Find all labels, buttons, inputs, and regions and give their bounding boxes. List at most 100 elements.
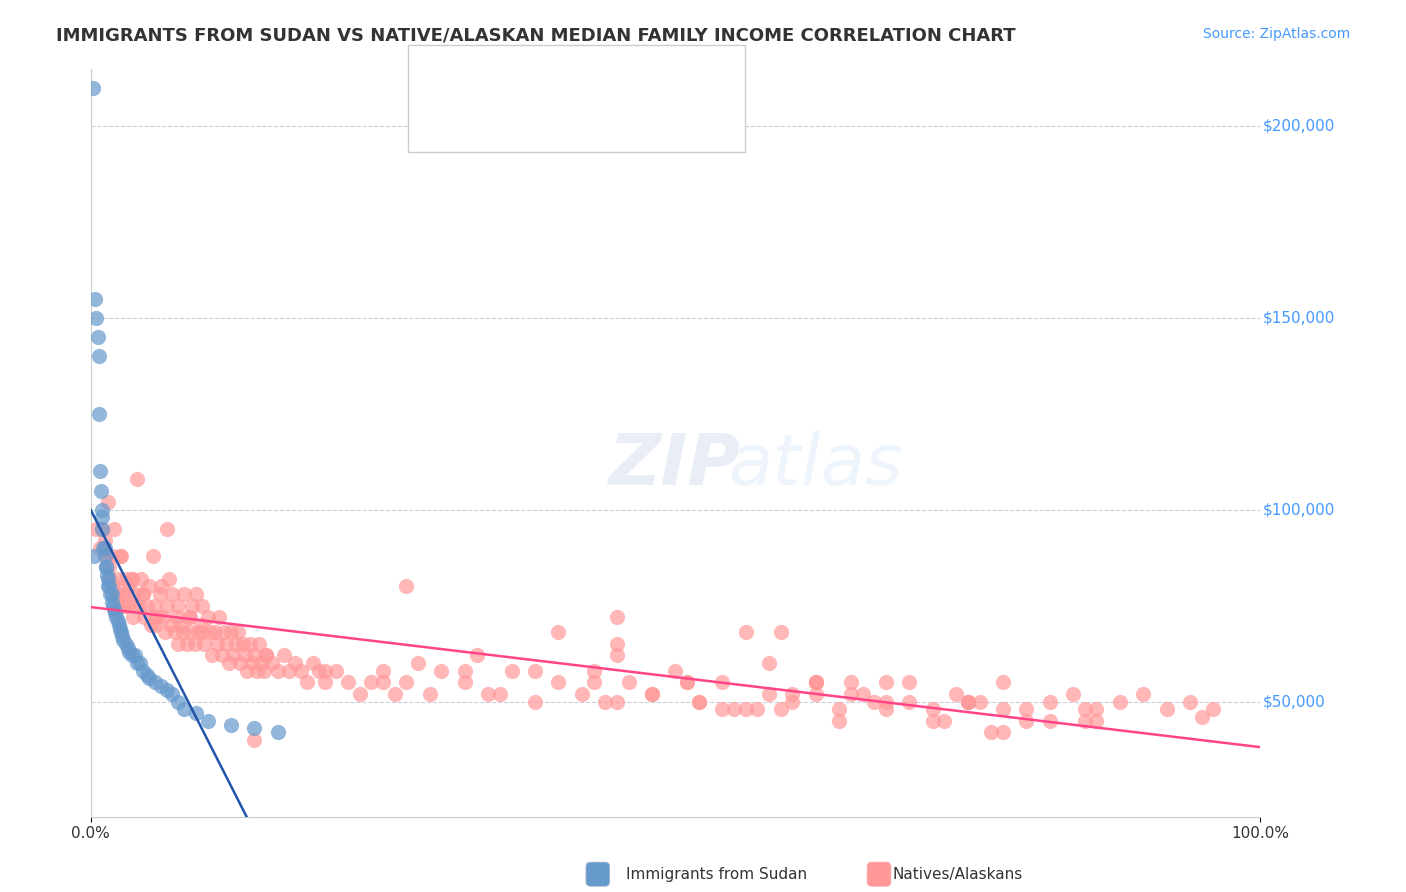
Point	[1039, 694, 1062, 708]
Point	[114, 572, 136, 586]
Point	[295, 675, 318, 690]
Text: Source: ZipAtlas.com: Source: ZipAtlas.com	[1202, 27, 1350, 41]
Point	[115, 587, 138, 601]
Text: Natives/Alaskans: Natives/Alaskans	[893, 867, 1024, 881]
Point	[104, 607, 127, 621]
Point	[395, 675, 418, 690]
Point	[142, 549, 165, 563]
Point	[107, 614, 129, 628]
Point	[349, 687, 371, 701]
Point	[1062, 687, 1084, 701]
Point	[117, 599, 139, 613]
Point	[107, 572, 129, 586]
Point	[734, 702, 756, 716]
Text: $100,000: $100,000	[1263, 502, 1334, 517]
Point	[302, 656, 325, 670]
Point	[336, 675, 359, 690]
Point	[183, 637, 205, 651]
Point	[101, 599, 124, 613]
Point	[1202, 702, 1225, 716]
Point	[898, 675, 921, 690]
Point	[179, 610, 201, 624]
Point	[193, 637, 215, 651]
Point	[124, 648, 146, 663]
Point	[524, 664, 547, 678]
Point	[980, 725, 1002, 739]
Point	[804, 675, 827, 690]
Point	[156, 522, 179, 536]
Point	[211, 648, 233, 663]
Point	[135, 667, 157, 681]
Point	[84, 292, 107, 306]
Point	[314, 664, 336, 678]
Point	[219, 717, 242, 731]
Point	[132, 587, 155, 601]
Point	[149, 579, 172, 593]
Point	[606, 694, 628, 708]
Point	[758, 656, 780, 670]
Point	[688, 694, 710, 708]
Point	[828, 702, 851, 716]
Point	[160, 617, 183, 632]
Point	[875, 675, 897, 690]
Point	[105, 587, 128, 601]
Point	[167, 599, 190, 613]
Point	[233, 648, 256, 663]
Point	[839, 687, 862, 701]
Point	[129, 572, 152, 586]
Text: R = -0.573   N = 199: R = -0.573 N = 199	[464, 111, 624, 125]
Point	[956, 694, 979, 708]
Point	[267, 664, 290, 678]
Point	[101, 579, 124, 593]
Point	[593, 694, 616, 708]
Text: R = -0.396   N =  55: R = -0.396 N = 55	[464, 70, 619, 85]
Point	[314, 675, 336, 690]
Text: $150,000: $150,000	[1263, 310, 1334, 326]
Point	[190, 617, 212, 632]
Point	[839, 675, 862, 690]
Point	[100, 595, 122, 609]
Point	[167, 637, 190, 651]
Point	[143, 599, 166, 613]
Point	[94, 560, 117, 574]
Text: atlas: atlas	[728, 431, 903, 500]
Point	[371, 664, 394, 678]
Point	[606, 637, 628, 651]
Point	[875, 702, 897, 716]
Point	[138, 672, 160, 686]
Point	[921, 714, 943, 728]
Text: ZIP: ZIP	[609, 431, 741, 500]
Point	[112, 599, 135, 613]
Point	[676, 675, 699, 690]
Point	[162, 587, 184, 601]
Point	[87, 407, 110, 421]
Point	[804, 675, 827, 690]
Point	[100, 572, 122, 586]
Point	[205, 637, 228, 651]
Point	[121, 572, 143, 586]
Point	[430, 664, 453, 678]
Point	[127, 472, 149, 486]
Point	[111, 629, 134, 643]
Point	[118, 645, 141, 659]
Point	[110, 625, 132, 640]
Point	[179, 625, 201, 640]
Point	[782, 687, 804, 701]
Point	[190, 599, 212, 613]
Point	[406, 656, 429, 670]
Point	[124, 587, 146, 601]
Point	[108, 549, 131, 563]
Point	[465, 648, 488, 663]
Point	[250, 656, 273, 670]
Point	[90, 483, 112, 498]
Point	[956, 694, 979, 708]
Point	[197, 714, 219, 728]
Point	[547, 675, 569, 690]
Point	[232, 637, 254, 651]
Point	[991, 702, 1014, 716]
Point	[991, 725, 1014, 739]
Point	[201, 648, 224, 663]
Point	[969, 694, 991, 708]
Point	[86, 330, 108, 344]
Point	[769, 625, 792, 640]
